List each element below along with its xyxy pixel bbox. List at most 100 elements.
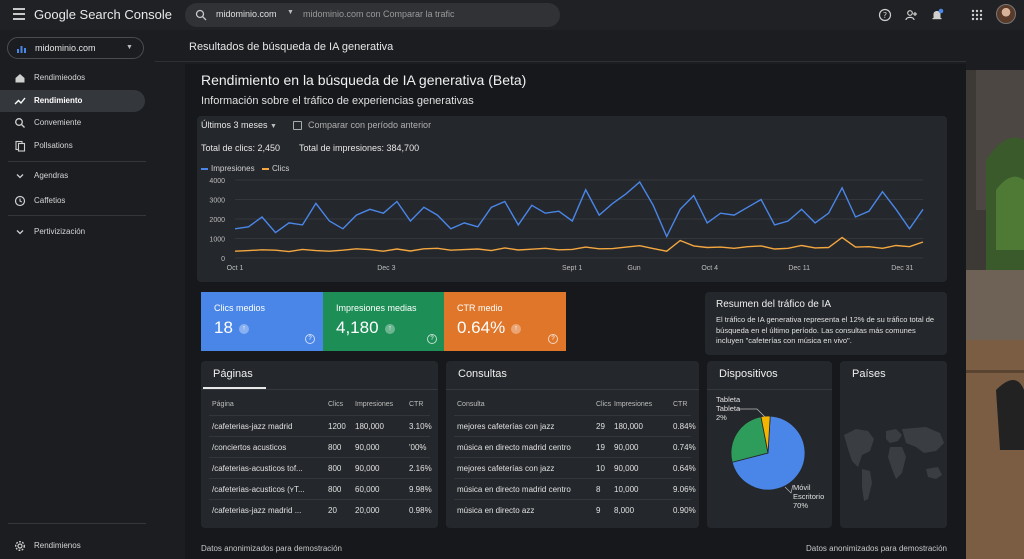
y-tick-label: 1000 [209, 237, 225, 244]
help-icon[interactable]: ? [427, 334, 437, 344]
total-impressions: Total de impresiones: 384,700 [299, 143, 420, 153]
help-icon[interactable]: ? [305, 334, 315, 344]
sidebar-item-bottom[interactable]: Rendimienos [0, 535, 145, 557]
sidebar-divider [8, 215, 146, 216]
search-icon [15, 118, 25, 128]
queries-title[interactable]: Consultas [458, 368, 507, 380]
clock-icon [14, 195, 26, 207]
table-row[interactable]: /cafeterias-acusticos (ʏT... 800 60,000 9.9… [201, 479, 438, 500]
apps-icon[interactable] [970, 8, 984, 22]
search-bar[interactable]: midominio.com ▼ midominio.com con Compar… [185, 3, 560, 27]
menu-icon[interactable] [13, 8, 25, 20]
table-row[interactable]: música en directo madrid centro 19 90,000 0… [446, 437, 699, 458]
table-row[interactable]: /cafeterias-jazz madrid 1200 180,000 3.10% [201, 416, 438, 437]
row-divider [209, 415, 430, 416]
pie-slice[interactable] [760, 415, 771, 454]
sidebar-item-personalization[interactable]: Pertivizización [0, 221, 145, 243]
legend-impressions[interactable]: Impresiones [201, 164, 255, 173]
table-row[interactable]: /conciertos acusticos 800 90,000 '00% [201, 437, 438, 458]
pages-title[interactable]: Páginas [213, 368, 253, 380]
bell-icon[interactable] [930, 8, 944, 22]
property-selector[interactable]: midominio.com ▼ [7, 37, 144, 59]
sidebar-item-caffetios[interactable]: Caffetios [0, 190, 145, 212]
sidebar-item-inspection[interactable]: Convemiente [0, 112, 145, 134]
kpi-card-clicks[interactable]: Clics medios 18 ↑ ? [201, 292, 323, 351]
table-cell: /cafeterias-jazz madrid ... [212, 506, 302, 515]
x-tick-label: Dec 31 [891, 265, 913, 272]
clicks-series-line[interactable] [234, 236, 924, 253]
table-cell: 9.98% [409, 485, 432, 494]
tablet-label-a: Tableta [716, 395, 741, 404]
chevron-down-icon [16, 174, 24, 179]
row-divider [454, 457, 691, 458]
pie-slice[interactable] [730, 416, 769, 463]
column-header[interactable]: Página [212, 401, 234, 408]
table-row[interactable]: mejores cafeterías con jazz 10 90,000 0.64% [446, 458, 699, 479]
section-subheading: Información sobre el tráfico de experien… [201, 95, 474, 107]
chevron-down-icon[interactable]: ▼ [287, 9, 294, 16]
table-cell: música en directo madrid centro [457, 485, 571, 494]
svg-text:?: ? [883, 11, 887, 20]
legend-clicks[interactable]: Clics [262, 164, 289, 173]
table-cell: 29 [596, 422, 605, 431]
help-icon[interactable]: ? [878, 8, 892, 22]
table-row[interactable]: /cafeterias-acusticos tof... 800 90,000 2.1… [201, 458, 438, 479]
table-row[interactable]: música en directo madrid centro 8 10,000 9.… [446, 479, 699, 500]
column-header[interactable]: Clics [328, 401, 344, 408]
arrow-up-icon: ↑ [239, 324, 249, 334]
period-label: Últimos 3 meses [201, 120, 268, 130]
countries-title[interactable]: Países [852, 368, 886, 380]
column-header[interactable]: Impresiones [614, 401, 653, 408]
column-header[interactable]: CTR [673, 401, 688, 408]
row-divider [454, 499, 691, 500]
devices-pie-chart[interactable] [707, 389, 832, 528]
table-cell: mejores cafeterías con jazz [457, 464, 555, 473]
app-logo[interactable]: Google Search Console [34, 7, 173, 22]
table-cell: 9 [596, 506, 601, 515]
help-icon[interactable]: ? [548, 334, 558, 344]
section-heading: Rendimiento en la búsqueda de IA generat… [201, 72, 527, 88]
table-cell: 8 [596, 485, 601, 494]
table-cell: 180,000 [355, 422, 384, 431]
devices-title[interactable]: Dispositivos [719, 368, 778, 380]
column-header[interactable]: Consulta [457, 401, 485, 408]
table-row[interactable]: /cafeterias-jazz madrid ... 20 20,000 0.98% [201, 500, 438, 521]
table-cell: música en directo madrid centro [457, 443, 571, 452]
column-header[interactable]: CTR [409, 401, 424, 408]
table-row[interactable]: mejores cafeterías con jazz 29 180,000 0.84… [446, 416, 699, 437]
impressions-series-line[interactable] [234, 180, 924, 239]
sidebar-item-performance[interactable]: Rendimiento [0, 90, 145, 112]
table-cell: 0.64% [673, 464, 696, 473]
sidebar-item-agendras[interactable]: Agendras [0, 165, 145, 187]
search-input[interactable]: midominio.com con Comparar la trafic [303, 9, 455, 19]
users-icon[interactable] [904, 8, 918, 22]
search-property[interactable]: midominio.com [216, 9, 277, 19]
kpi-value: 18 [214, 318, 233, 337]
table-cell: música en directo azz [457, 506, 535, 515]
pie-slice[interactable] [731, 415, 806, 491]
table-cell: 2.16% [409, 464, 432, 473]
kpi-value: 0.64% [457, 318, 506, 337]
period-selector[interactable]: Últimos 3 meses ▼ [201, 120, 277, 130]
table-cell: 10 [596, 464, 605, 473]
table-cell: 8,000 [614, 506, 635, 515]
sidebar-item-overview[interactable]: Rendimieodos [0, 67, 145, 89]
kpi-card-ctr[interactable]: CTR medio 0.64% ↑ ? [444, 292, 566, 351]
x-tick-label: Oct 1 [227, 265, 244, 272]
table-row[interactable]: música en directo azz 9 8,000 0.90% [446, 500, 699, 521]
sidebar-item-pages[interactable]: Pollsations [0, 135, 145, 157]
sidebar-divider [8, 523, 146, 524]
legend-label: Clics [272, 164, 290, 173]
pages-icon [15, 140, 26, 152]
table-cell: 60,000 [355, 485, 380, 494]
summary-title: Resumen del tráfico de IA [716, 299, 832, 310]
compare-label[interactable]: Comparar con período anterior [308, 120, 432, 130]
row-divider [209, 499, 430, 500]
avatar[interactable] [996, 4, 1016, 24]
compare-checkbox[interactable] [293, 121, 302, 130]
column-header[interactable]: Clics [596, 401, 612, 408]
column-header[interactable]: Impresiones [355, 401, 394, 408]
kpi-card-impressions[interactable]: Impresiones medias 4,180 ↑ ? [323, 292, 445, 351]
world-map[interactable] [840, 421, 947, 528]
